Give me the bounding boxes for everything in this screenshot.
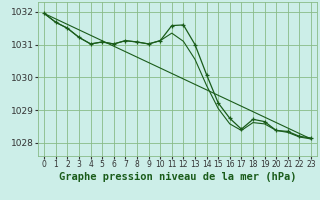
X-axis label: Graphe pression niveau de la mer (hPa): Graphe pression niveau de la mer (hPa) bbox=[59, 172, 296, 182]
